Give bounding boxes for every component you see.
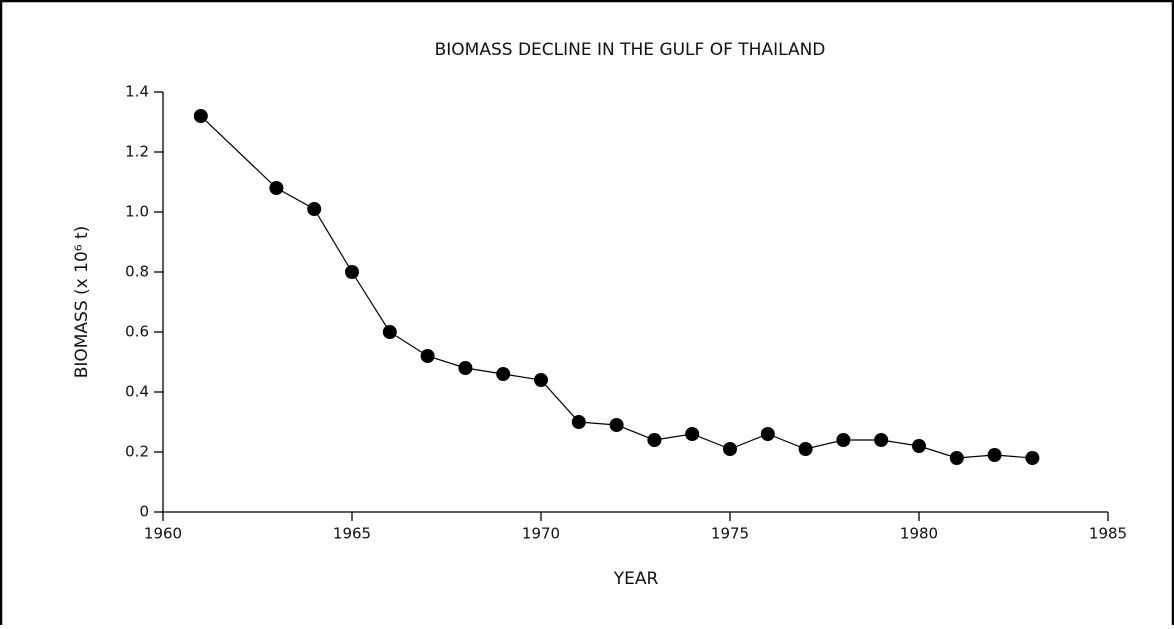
data-point — [534, 373, 548, 387]
y-tick-label: 1.4 — [125, 83, 149, 101]
data-point — [609, 418, 624, 432]
data-point — [420, 349, 435, 363]
y-tick-label: 0.6 — [125, 323, 149, 341]
data-point — [458, 361, 473, 375]
x-tick-label: 1970 — [522, 525, 560, 543]
y-tick-label: 1.0 — [125, 203, 149, 221]
data-point — [307, 202, 322, 216]
chart-title: BIOMASS DECLINE IN THE GULF OF THAILAND — [435, 40, 826, 60]
data-point — [193, 109, 208, 123]
y-axis-label: BIOMASS (x 10⁶ t) — [72, 226, 92, 379]
y-tick-label: 0 — [139, 503, 149, 521]
y-tick-label: 0.8 — [125, 263, 149, 281]
data-point — [912, 439, 926, 453]
data-point — [685, 427, 700, 441]
data-point — [1025, 451, 1040, 465]
data-point — [269, 181, 284, 195]
data-point — [836, 433, 851, 447]
x-tick-label: 1985 — [1089, 525, 1127, 543]
data-point — [382, 325, 397, 339]
y-tick-label: 1.2 — [125, 143, 149, 161]
data-point — [949, 451, 964, 465]
data-point — [496, 367, 511, 381]
data-point — [571, 415, 586, 429]
data-point — [647, 433, 662, 447]
data-point — [987, 448, 1002, 462]
data-point — [874, 433, 889, 447]
data-point — [798, 442, 813, 456]
x-tick-label: 1965 — [333, 525, 371, 543]
x-tick-label: 1975 — [711, 525, 749, 543]
x-axis-label: YEAR — [613, 569, 659, 589]
data-point — [345, 265, 359, 279]
data-point — [760, 427, 775, 441]
y-tick-label: 0.4 — [125, 383, 149, 401]
x-tick-label: 1960 — [144, 525, 182, 543]
y-tick-label: 0.2 — [125, 443, 149, 461]
data-point — [723, 442, 737, 456]
data-line — [200, 115, 1033, 459]
x-tick-label: 1980 — [900, 525, 938, 543]
